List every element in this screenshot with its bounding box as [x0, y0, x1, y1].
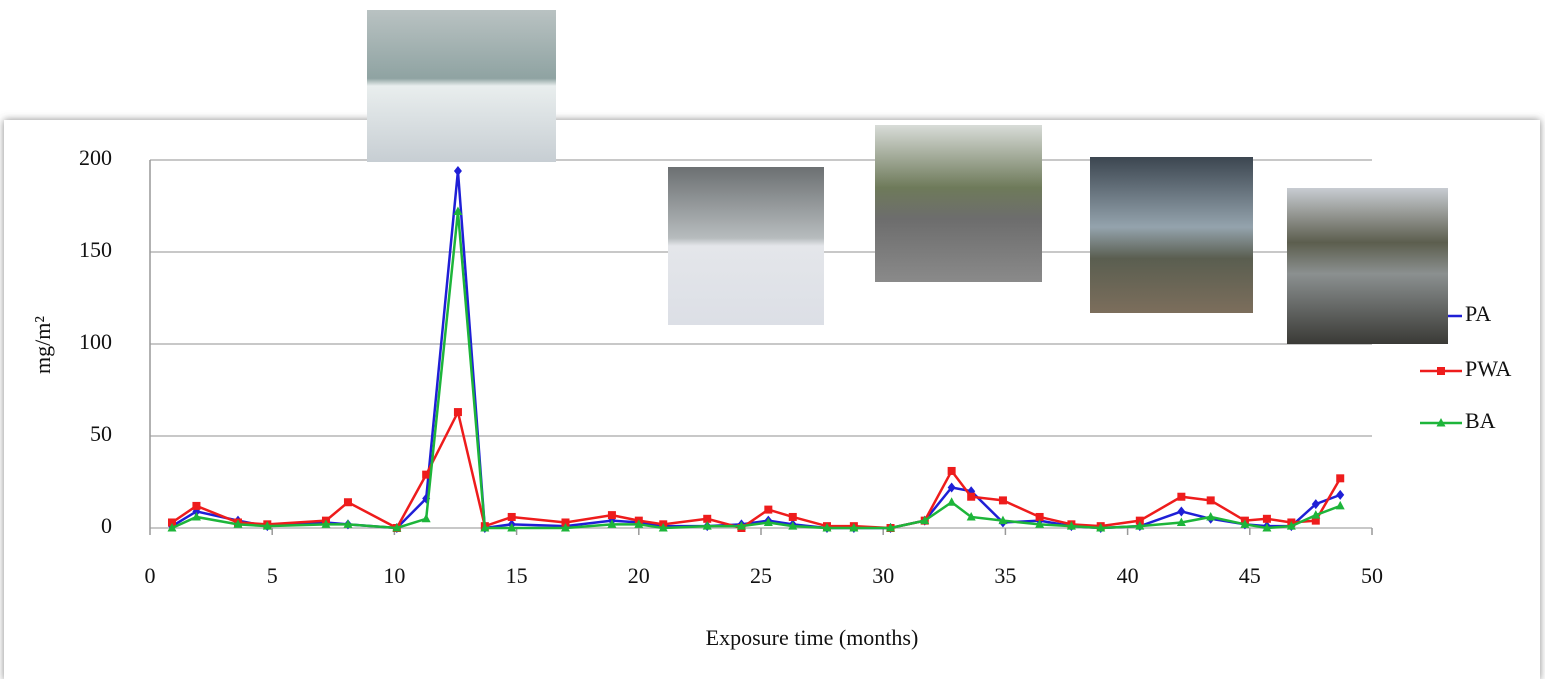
marker [344, 498, 352, 506]
marker [1177, 493, 1185, 501]
y-tick-label: 200 [79, 145, 112, 170]
marker [192, 502, 200, 510]
y-axis-label: mg/m² [30, 316, 55, 374]
x-tick-label: 35 [994, 563, 1016, 588]
marker [1263, 515, 1271, 523]
x-tick-label: 40 [1117, 563, 1139, 588]
marker [789, 513, 797, 521]
photo [875, 125, 1042, 282]
y-tick-label: 150 [79, 237, 112, 262]
y-tick-label: 100 [79, 329, 112, 354]
marker [454, 408, 462, 416]
chart: 05010015020005101520253035404550PAPWABA … [0, 0, 1545, 679]
photo [668, 167, 824, 325]
legend-label: PWA [1465, 356, 1512, 381]
marker [999, 496, 1007, 504]
photo [1090, 157, 1253, 313]
x-tick-label: 15 [506, 563, 528, 588]
x-tick-label: 50 [1361, 563, 1383, 588]
y-tick-label: 0 [101, 513, 112, 538]
x-tick-label: 45 [1239, 563, 1261, 588]
x-tick-label: 0 [145, 563, 156, 588]
y-tick-label: 50 [90, 421, 112, 446]
x-tick-label: 10 [383, 563, 405, 588]
marker [948, 467, 956, 475]
x-tick-label: 30 [872, 563, 894, 588]
marker [967, 493, 975, 501]
x-tick-label: 25 [750, 563, 772, 588]
marker [1437, 367, 1445, 375]
marker [422, 471, 430, 479]
photo [367, 10, 556, 162]
marker [508, 513, 516, 521]
marker [608, 511, 616, 519]
page: 05010015020005101520253035404550PAPWABA … [0, 0, 1545, 679]
x-tick-label: 20 [628, 563, 650, 588]
marker [1207, 496, 1215, 504]
photo [1287, 188, 1448, 344]
x-axis-label: Exposure time (months) [706, 625, 919, 650]
marker [1336, 474, 1344, 482]
legend-label: PA [1465, 301, 1491, 326]
legend-label: BA [1465, 408, 1496, 433]
x-tick-label: 5 [267, 563, 278, 588]
marker [764, 506, 772, 514]
